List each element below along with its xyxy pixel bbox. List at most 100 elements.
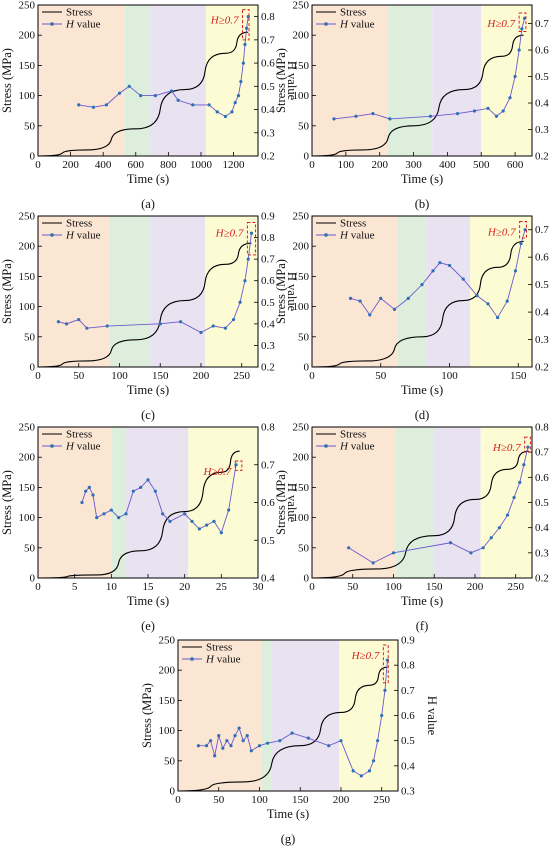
h-value-point xyxy=(238,300,242,304)
h-value-point xyxy=(190,519,194,523)
legend-h-label-symbol: H xyxy=(205,654,215,666)
x-tick-label: 600 xyxy=(507,159,524,171)
y-left-axis-label: Stress (MPa) xyxy=(274,259,288,324)
legend-h-label-text: value xyxy=(74,441,101,453)
threshold-annotation: H≥0.7 xyxy=(210,15,239,27)
x-tick-label: 15 xyxy=(143,581,155,593)
y-left-tick-label: 200 xyxy=(19,241,36,253)
y-left-tick-label: 100 xyxy=(159,725,176,737)
h-value-point xyxy=(229,744,233,748)
h-value-point xyxy=(354,114,358,118)
y-left-tick-label: 0 xyxy=(30,573,36,585)
h-value-point xyxy=(388,117,392,121)
x-tick-label: 25 xyxy=(216,581,228,593)
y-right-tick-label: 0.8 xyxy=(401,660,415,672)
stress-curve xyxy=(37,242,252,368)
h-value-point xyxy=(64,322,69,326)
h-value-point xyxy=(196,744,200,748)
y-right-axis-label: H value xyxy=(285,483,299,523)
threshold-box xyxy=(242,9,250,41)
threshold-annotation: H≥0.7 xyxy=(486,18,515,30)
h-value-point xyxy=(109,508,113,512)
h-value-point xyxy=(199,330,203,335)
h-value-point xyxy=(249,749,253,753)
stage-band-3 xyxy=(434,427,481,578)
y-left-tick-label: 0 xyxy=(304,573,310,585)
y-right-tick-label: 0.7 xyxy=(401,685,415,697)
h-value-point xyxy=(178,320,183,324)
y-right-tick-label: 0.7 xyxy=(535,224,549,236)
x-tick-label: 0 xyxy=(309,159,315,171)
x-tick-label: 0 xyxy=(35,581,41,593)
h-value-point xyxy=(469,551,473,555)
y-left-tick-label: 50 xyxy=(298,120,310,132)
y-right-tick-label: 0.4 xyxy=(535,98,549,110)
h-value-point xyxy=(153,489,157,493)
h-value-point xyxy=(518,480,522,484)
h-value-point xyxy=(257,744,262,748)
h-value-point xyxy=(176,98,180,102)
y-left-tick-label: 150 xyxy=(293,271,310,283)
x-tick-label: 0 xyxy=(35,370,41,382)
x-tick-label: 5 xyxy=(72,581,78,593)
y-right-tick-label: 0.9 xyxy=(401,635,415,647)
y-right-tick-label: 0.6 xyxy=(535,252,549,264)
h-value-point xyxy=(380,713,384,718)
stress-curve xyxy=(177,666,388,792)
y-right-tick-label: 0.6 xyxy=(261,58,275,70)
h-value-point xyxy=(512,495,516,500)
stress-curve xyxy=(311,240,524,368)
h-value-point xyxy=(348,296,353,300)
stress-curve xyxy=(311,34,524,157)
y-right-tick-label: 0.6 xyxy=(535,45,549,57)
stage-band-3 xyxy=(126,427,189,578)
h-value-point xyxy=(266,741,270,745)
stage-band-3 xyxy=(150,5,206,156)
legend-stress-label: Stress xyxy=(66,429,92,441)
h-value-point xyxy=(225,739,229,743)
h-value-point xyxy=(87,485,91,489)
y-right-tick-label: 0.5 xyxy=(261,297,275,309)
x-tick-label: 1200 xyxy=(223,159,246,171)
stress-curve xyxy=(311,450,529,579)
h-value-point xyxy=(368,313,372,317)
x-axis-label: Time (s) xyxy=(267,807,309,821)
y-left-tick-label: 0 xyxy=(30,151,36,163)
y-right-tick-label: 0.5 xyxy=(535,71,549,83)
legend-h-swatch-marker xyxy=(50,22,54,26)
y-right-axis-label: H value xyxy=(285,272,299,312)
y-right-axis-label: H value xyxy=(285,61,299,101)
h-value-point xyxy=(204,744,209,748)
h-value-point xyxy=(131,489,135,493)
plot-frame xyxy=(37,4,259,157)
h-value-point xyxy=(117,91,122,95)
stage-band-4 xyxy=(188,427,258,578)
h-value-point xyxy=(221,746,225,750)
h-value-point xyxy=(505,299,509,303)
y-right-tick-label: 0.6 xyxy=(535,472,549,484)
h-value-point xyxy=(223,114,228,119)
y-left-tick-label: 250 xyxy=(293,0,310,12)
y-left-tick-label: 200 xyxy=(293,241,310,253)
stage-band-2 xyxy=(397,216,427,367)
y-right-axis-label: H value xyxy=(425,696,439,736)
y-left-tick-label: 150 xyxy=(19,271,36,283)
threshold-annotation: H≥0.7 xyxy=(203,466,232,478)
h-value-point xyxy=(217,734,221,738)
chart-panel-c: 0 50 100 150 200 250 0 50 100 150 200 250 0.2 0.3 0.4 0… xyxy=(0,211,299,423)
y-right-tick-label: 0.7 xyxy=(261,254,275,266)
h-value-point xyxy=(227,508,231,512)
stage-band-3 xyxy=(432,5,482,156)
y-left-tick-label: 250 xyxy=(293,422,310,434)
y-right-tick-label: 0.5 xyxy=(261,535,275,547)
y-left-tick-label: 150 xyxy=(19,60,36,72)
stage-band-2 xyxy=(395,427,435,578)
h-value-point xyxy=(513,269,518,273)
y-right-tick-label: 0.5 xyxy=(401,735,415,747)
h-value-point xyxy=(367,769,372,773)
y-right-tick-label: 0.2 xyxy=(261,151,275,163)
y-left-tick-label: 250 xyxy=(293,211,310,223)
